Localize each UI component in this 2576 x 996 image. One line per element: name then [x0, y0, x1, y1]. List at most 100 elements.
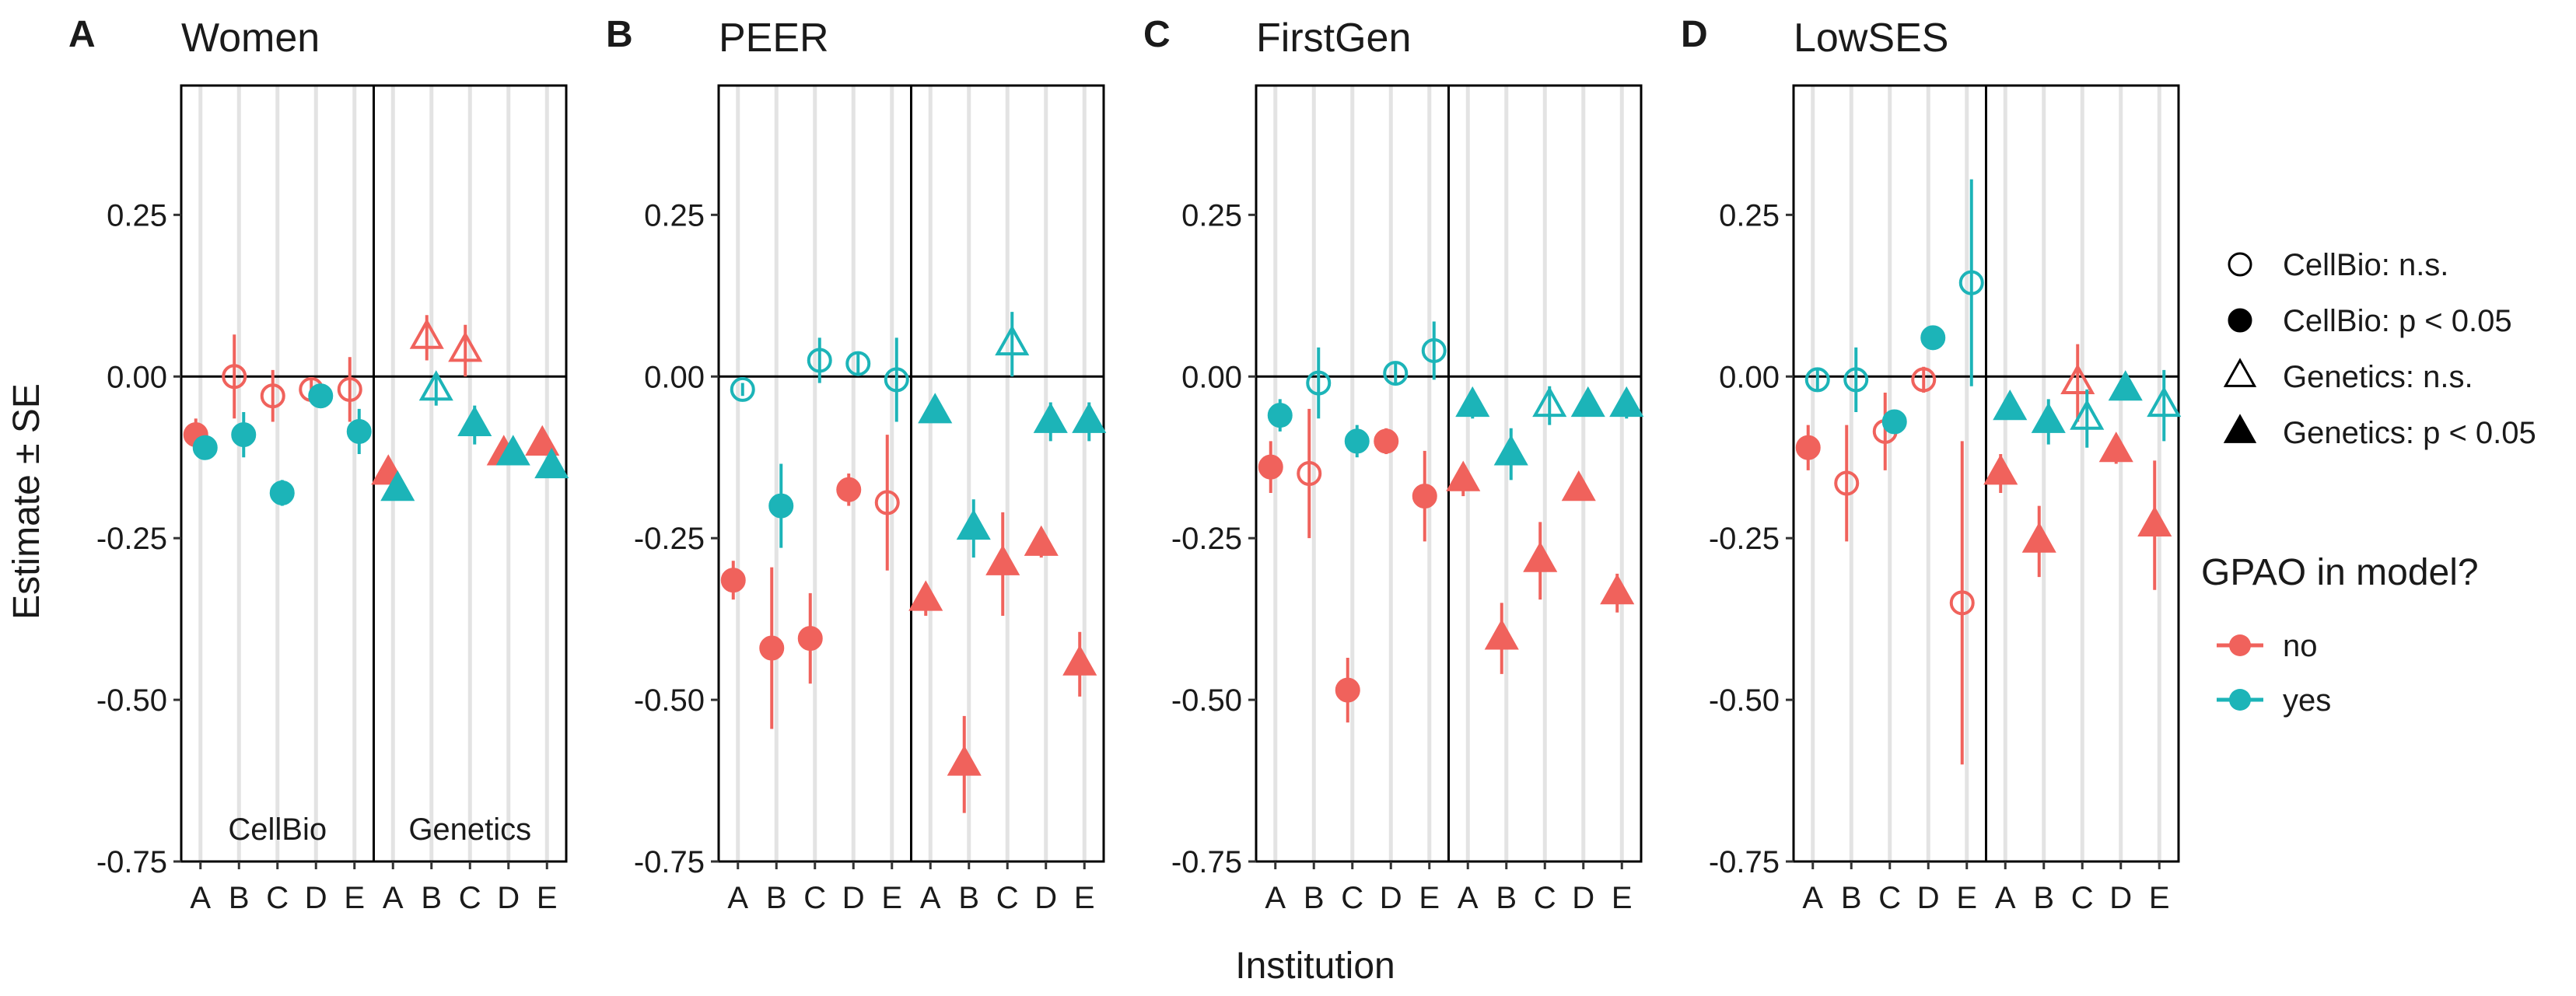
- x-tick-label: D: [497, 881, 520, 915]
- data-point: [1455, 386, 1490, 418]
- data-point: [1532, 386, 1567, 418]
- data-point: [409, 318, 444, 349]
- data-point: [1484, 619, 1519, 650]
- panel-letter: D: [1681, 14, 1708, 55]
- y-tick-label: -0.25: [634, 522, 705, 556]
- data-point: [192, 435, 218, 460]
- x-tick-label: B: [766, 881, 787, 915]
- data-point: [807, 348, 832, 373]
- data-point: [759, 635, 785, 661]
- data-point: [908, 580, 943, 611]
- panel-frame: [717, 84, 1105, 863]
- data-point: [448, 331, 483, 362]
- x-tick-label: D: [842, 881, 865, 915]
- data-point: [995, 324, 1030, 356]
- data-point: [2108, 370, 2143, 401]
- x-tick-label: A: [727, 881, 748, 915]
- x-tick-label: D: [2109, 881, 2132, 915]
- panel-title: LowSES: [1794, 16, 1948, 61]
- data-point: [534, 447, 569, 479]
- data-point: [768, 493, 794, 519]
- data-point: [1072, 402, 1107, 433]
- y-tick-label: -0.75: [1171, 845, 1242, 879]
- data-point: [1267, 403, 1293, 428]
- panel-a: 0.250.00-0.25-0.50-0.75A B C D E A B C D EA WomenC…: [68, 14, 569, 915]
- y-tick-label: 0.25: [1719, 198, 1780, 232]
- data-point: [720, 568, 746, 593]
- y-tick-label: 0.00: [1719, 360, 1780, 394]
- data-point: [1446, 460, 1481, 491]
- data-point: [918, 393, 953, 424]
- x-tick-label: C: [1341, 881, 1363, 915]
- data-point: [1344, 428, 1370, 454]
- data-point: [1881, 409, 1907, 435]
- y-tick-label: 0.25: [644, 198, 705, 232]
- y-tick-label: -0.50: [1171, 683, 1242, 718]
- data-point: [1920, 325, 1946, 351]
- panel-frame: [1255, 84, 1643, 863]
- data-point: [525, 425, 560, 456]
- x-tick-label: A: [920, 881, 941, 915]
- y-tick-label: -0.25: [96, 522, 167, 556]
- legend-label: CellBio: n.s.: [2283, 248, 2448, 282]
- data-point: [269, 480, 295, 505]
- data-point: [260, 383, 285, 409]
- data-point: [985, 544, 1020, 575]
- legend-marker: [2229, 634, 2251, 656]
- data-point: [1335, 677, 1360, 703]
- data-point: [457, 405, 492, 437]
- x-tick-label: B: [1841, 881, 1862, 915]
- x-tick-label: E: [1956, 881, 1977, 915]
- panel-frame: [1792, 84, 2180, 863]
- data-point: [2070, 399, 2105, 430]
- panel-b: 0.250.00-0.25-0.50-0.75A B C D E A B C D EB PEER: [606, 14, 1107, 915]
- legend-color-item: yes: [2217, 683, 2331, 718]
- data-point: [884, 367, 909, 393]
- y-tick-label: -0.75: [96, 845, 167, 879]
- panel-letter: B: [606, 14, 633, 55]
- legend-marker: [2223, 414, 2257, 443]
- group-label: CellBio: [228, 813, 327, 847]
- data-point: [1383, 361, 1409, 386]
- x-tick-label: D: [1380, 881, 1402, 915]
- y-tick-label: 0.00: [644, 360, 705, 394]
- legend-shape-item: Genetics: p < 0.05: [2223, 414, 2536, 450]
- legend-label: Genetics: p < 0.05: [2283, 416, 2536, 450]
- y-tick-label: 0.25: [1181, 198, 1242, 232]
- data-point: [418, 370, 453, 401]
- data-point: [1804, 367, 1830, 393]
- data-point: [1834, 470, 1860, 496]
- x-tick-label: E: [1074, 881, 1095, 915]
- legend-label: Genetics: n.s.: [2283, 360, 2473, 394]
- y-tick-label: -0.75: [634, 845, 705, 879]
- x-axis-label: Institution: [1235, 945, 1395, 987]
- x-tick-label: E: [1419, 881, 1440, 915]
- legend-label: no: [2283, 629, 2318, 663]
- legend-shape-item: CellBio: n.s.: [2228, 248, 2448, 282]
- data-point: [1062, 645, 1097, 676]
- data-point: [2021, 522, 2056, 553]
- data-point: [1949, 590, 1975, 616]
- x-tick-label: B: [958, 881, 979, 915]
- legend-marker: [2223, 358, 2257, 387]
- data-point: [1033, 402, 1068, 433]
- data-point: [380, 470, 415, 501]
- x-tick-label: C: [1878, 881, 1901, 915]
- y-axis-label: Estimate ± SE: [6, 383, 47, 620]
- data-point: [836, 477, 862, 502]
- data-point: [947, 745, 982, 776]
- x-tick-label: A: [1458, 881, 1479, 915]
- panel-frame: [180, 84, 568, 863]
- legend: CellBio: n.s. CellBio: p < 0.05 Genetics: …: [2201, 248, 2536, 718]
- x-tick-label: A: [190, 881, 211, 915]
- x-tick-label: A: [1265, 881, 1286, 915]
- x-tick-label: E: [344, 881, 365, 915]
- data-point: [1609, 386, 1644, 418]
- y-tick-label: -0.50: [634, 683, 705, 718]
- data-point: [1024, 525, 1059, 556]
- data-point: [222, 364, 247, 390]
- data-point: [1993, 390, 2028, 421]
- x-tick-label: E: [881, 881, 902, 915]
- data-point: [495, 435, 530, 466]
- data-point: [2060, 363, 2095, 394]
